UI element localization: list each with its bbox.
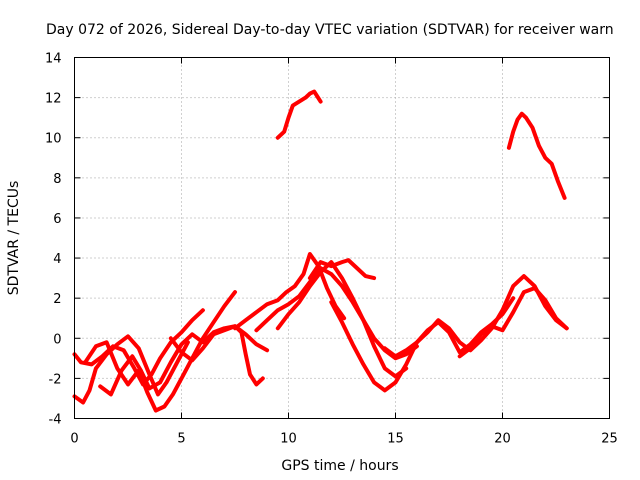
x-tick-label: 0 bbox=[70, 432, 78, 447]
x-tick-labels: 0 5 10 15 20 25 bbox=[70, 432, 617, 447]
x-axis-label: GPS time / hours bbox=[281, 458, 398, 474]
series-track-5 bbox=[168, 324, 265, 387]
series-track-3 bbox=[83, 290, 237, 413]
x-tick-label: 20 bbox=[494, 432, 511, 447]
y-tick-label: -4 bbox=[49, 413, 62, 428]
y-tick-label: 14 bbox=[45, 52, 62, 67]
series-track-6 bbox=[233, 252, 347, 331]
plot-frame bbox=[74, 57, 610, 419]
y-tick-label: 10 bbox=[45, 132, 62, 147]
y-tick-label: 8 bbox=[53, 172, 61, 187]
y-tick-label: 2 bbox=[53, 292, 61, 307]
y-tick-label: 0 bbox=[53, 332, 61, 347]
y-tick-label: 4 bbox=[53, 252, 61, 267]
x-tick-label: 5 bbox=[177, 432, 185, 447]
series-track-2 bbox=[72, 334, 190, 405]
data-series-group bbox=[72, 89, 569, 413]
series-track-8 bbox=[275, 260, 409, 379]
x-tick-label: 15 bbox=[387, 432, 404, 447]
x-tick-label: 10 bbox=[280, 432, 297, 447]
y-tick-labels: -4 -2 0 2 4 6 8 10 12 14 bbox=[45, 52, 62, 428]
y-tick-label: -2 bbox=[49, 372, 62, 387]
series-track-14 bbox=[506, 111, 567, 200]
y-tick-label: 6 bbox=[53, 212, 61, 227]
axis-ticks bbox=[74, 57, 610, 419]
series-track-12 bbox=[457, 286, 569, 359]
y-tick-label: 12 bbox=[45, 92, 62, 107]
series-track-13 bbox=[275, 89, 323, 140]
series-track-9 bbox=[307, 258, 377, 281]
chart-title: Day 072 of 2026, Sidereal Day-to-day VTE… bbox=[46, 22, 614, 38]
x-tick-label: 25 bbox=[601, 432, 618, 447]
series-track-1 bbox=[72, 308, 205, 387]
y-axis-label: SDTVAR / TECUs bbox=[6, 181, 22, 296]
